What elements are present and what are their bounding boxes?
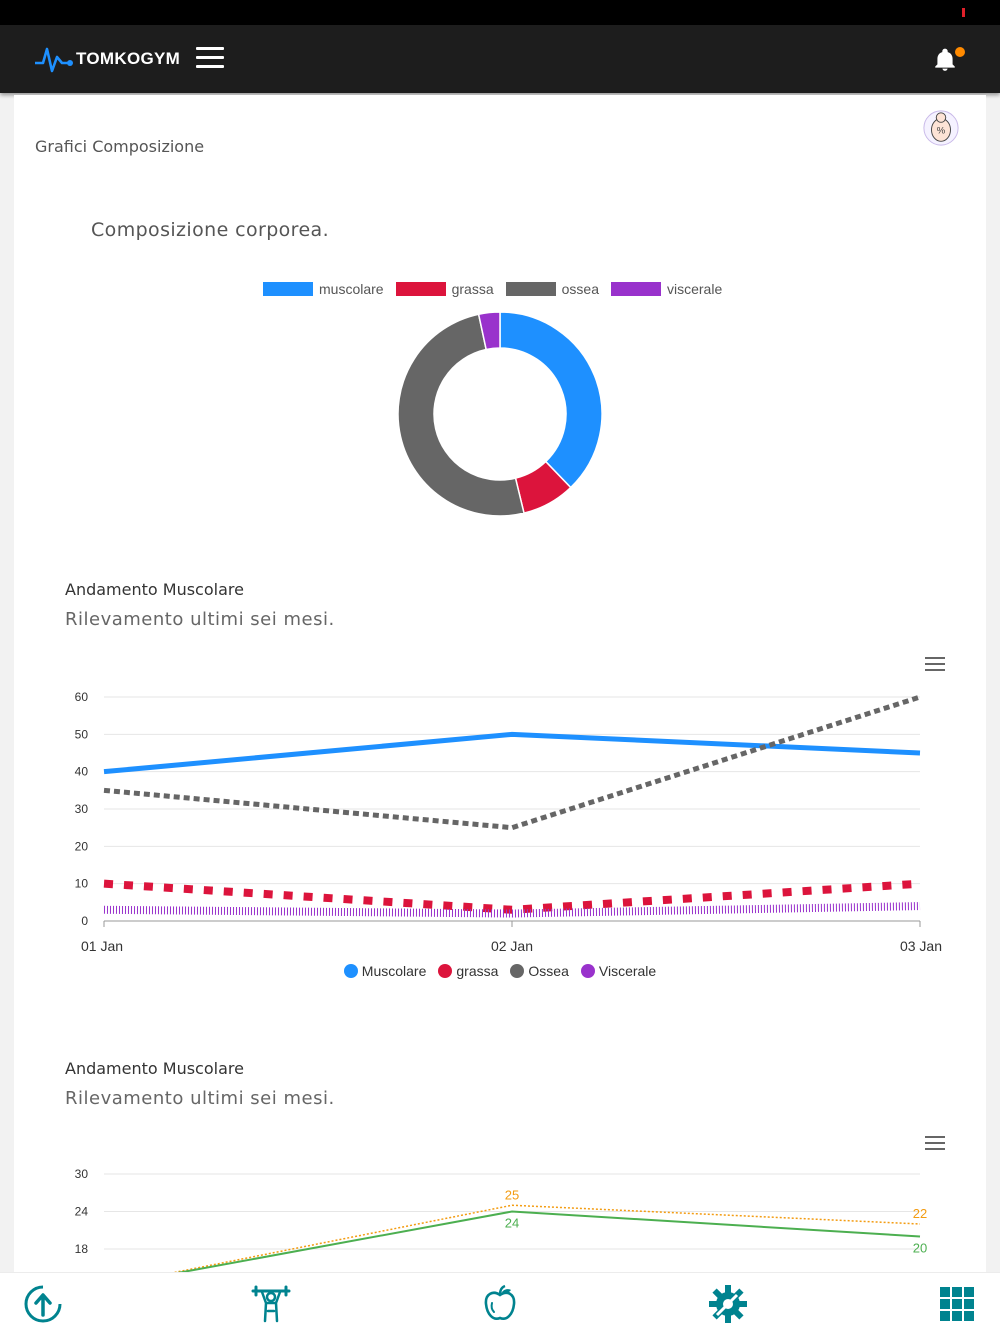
y-tick-label: 60 — [75, 690, 89, 704]
series-line-series-0[interactable] — [104, 1204, 921, 1272]
legend-item-muscolare[interactable]: Muscolare — [343, 963, 427, 979]
muscle-chart-header: Andamento Muscolare Rilevamento ultimi s… — [65, 580, 335, 630]
menu-toggle-button[interactable] — [196, 47, 224, 71]
progress-icon[interactable] — [22, 1283, 64, 1325]
second-line-chart: 18 24 30 25 22 24 20 — [75, 1167, 927, 1273]
series-line-Ossea[interactable] — [103, 694, 921, 831]
legend-marker — [438, 964, 453, 978]
composition-donut-chart — [398, 312, 602, 516]
legend-item-grassa[interactable]: grassa — [438, 963, 498, 979]
body-composition-icon[interactable]: % — [922, 109, 960, 147]
heartbeat-logo-icon — [35, 47, 73, 73]
legend-label: Viscerale — [598, 963, 657, 979]
app-name: TOMKOGYM — [76, 49, 181, 68]
menu-bar-icon — [925, 1136, 945, 1138]
settings-gear-icon[interactable] — [707, 1283, 749, 1325]
legend-item-ossea[interactable]: Ossea — [510, 963, 569, 979]
legend-label: ossea — [561, 281, 599, 297]
legend-label: muscolare — [319, 281, 384, 297]
menu-bar-icon — [925, 663, 945, 665]
grid-menu-icon[interactable] — [936, 1283, 978, 1325]
y-tick-label: 30 — [75, 1167, 89, 1181]
menu-bar-icon — [925, 669, 945, 671]
legend-item-ossea[interactable]: ossea — [505, 281, 599, 297]
y-tick-label: 18 — [75, 1242, 89, 1256]
bottom-navigation — [0, 1272, 1000, 1335]
y-tick-label: 30 — [75, 802, 89, 816]
page-title: Grafici Composizione — [35, 137, 205, 156]
donut-slice-viscerale[interactable] — [477, 312, 501, 351]
x-tick-label: 01 Jan — [81, 938, 123, 954]
y-tick-label: 50 — [75, 727, 89, 741]
series-line-Viscerale[interactable] — [103, 902, 921, 918]
chart-title: Andamento Muscolare — [65, 1059, 244, 1078]
legend-label: grassa — [451, 281, 494, 297]
legend-label: Ossea — [528, 963, 569, 979]
series-line-Muscolare[interactable] — [103, 731, 921, 775]
y-tick-label: 0 — [81, 914, 88, 928]
legend-swatch — [610, 282, 661, 296]
legend-item-muscolare[interactable]: muscolare — [263, 281, 384, 297]
menu-bar-icon — [196, 56, 224, 59]
legend-swatch — [263, 282, 313, 296]
menu-bar-icon — [925, 1142, 945, 1144]
series-line-series-1[interactable] — [104, 1210, 921, 1273]
y-tick-label: 24 — [75, 1205, 89, 1219]
data-label: 22 — [913, 1206, 927, 1221]
chart-menu-button[interactable] — [925, 657, 945, 671]
donut-slice-muscolare[interactable] — [499, 312, 602, 489]
weightlifter-icon[interactable] — [250, 1283, 292, 1325]
top-app-bar: TOMKOGYM — [0, 25, 1000, 93]
muscle-line-chart: 0 10 20 30 40 50 60 01 Jan 02 Jan 03 Jan — [75, 690, 942, 954]
y-tick-label: 40 — [75, 765, 89, 779]
menu-bar-icon — [196, 47, 224, 50]
status-bar — [0, 0, 1000, 25]
legend-item-viscerale[interactable]: Viscerale — [580, 963, 657, 979]
menu-bar-icon — [196, 65, 224, 68]
legend-item-grassa[interactable]: grassa — [395, 281, 494, 297]
chart-subtitle: Rilevamento ultimi sei mesi. — [65, 609, 335, 630]
legend-marker — [510, 964, 525, 978]
composition-title: Composizione corporea. — [91, 219, 330, 241]
data-label: 24 — [505, 1216, 519, 1231]
legend-label: Muscolare — [361, 963, 427, 979]
legend-swatch — [505, 282, 556, 296]
legend-item-viscerale[interactable]: viscerale — [610, 281, 723, 297]
legend-marker — [343, 964, 358, 978]
menu-bar-icon — [925, 1148, 945, 1150]
y-tick-label: 10 — [75, 877, 89, 891]
menu-bar-icon — [925, 657, 945, 659]
y-tick-label: 20 — [75, 839, 89, 853]
recording-indicator — [962, 8, 965, 17]
bell-icon[interactable] — [932, 47, 958, 73]
legend-label: grassa — [456, 963, 499, 979]
apple-nutrition-icon[interactable] — [479, 1283, 521, 1325]
second-chart-header: Andamento Muscolare Rilevamento ultimi s… — [65, 1059, 335, 1109]
app-logo[interactable]: TOMKOGYM — [34, 43, 180, 75]
x-tick-label: 02 Jan — [491, 938, 533, 954]
legend-marker — [580, 964, 595, 978]
chart-subtitle: Rilevamento ultimi sei mesi. — [65, 1088, 335, 1109]
svg-text:%: % — [937, 126, 946, 137]
legend-label: viscerale — [666, 281, 723, 297]
muscle-chart-legend: Muscolare grassa Ossea Viscerale — [14, 963, 986, 979]
chart-title: Andamento Muscolare — [65, 580, 244, 599]
data-label: 25 — [505, 1187, 519, 1202]
legend-swatch — [395, 282, 446, 296]
x-tick-label: 03 Jan — [900, 938, 942, 954]
content-card: Grafici Composizione % Composizione corp… — [14, 95, 986, 1334]
donut-slice-ossea[interactable] — [398, 313, 525, 516]
notification-badge — [955, 47, 965, 57]
data-label: 20 — [913, 1241, 927, 1256]
chart-menu-button[interactable] — [925, 1136, 945, 1150]
composition-legend: muscolare grassa ossea viscerale — [263, 281, 734, 297]
